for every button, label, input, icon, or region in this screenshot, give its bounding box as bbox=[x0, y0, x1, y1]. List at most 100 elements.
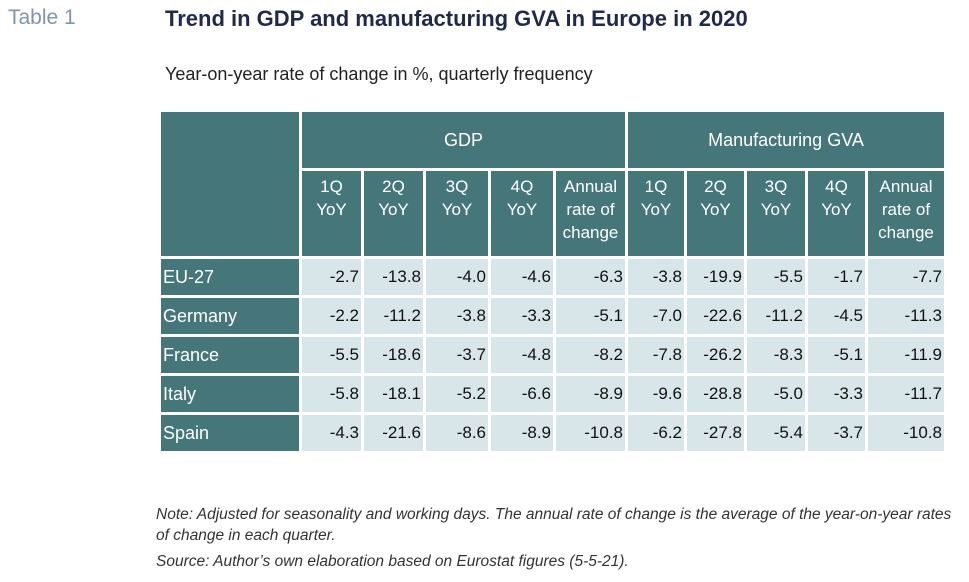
column-header-line: YoY bbox=[760, 200, 792, 219]
column-header-line: 4Q bbox=[510, 177, 534, 196]
source-text: Source: Author’s own elaboration based o… bbox=[156, 553, 629, 570]
table-label: Table 1 bbox=[8, 6, 76, 29]
table-cell: -13.8 bbox=[364, 259, 423, 295]
table-title: Trend in GDP and manufacturing GVA in Eu… bbox=[165, 6, 748, 31]
table-row: Germany -2.2 -11.2 -3.8 -3.3 -5.1 -7.0 -22.6 -11… bbox=[161, 298, 944, 334]
column-header-0: 1Q YoY bbox=[302, 171, 361, 256]
group-header-manufacturing-gva: Manufacturing GVA bbox=[628, 112, 944, 168]
column-header-line: Annual bbox=[879, 177, 933, 196]
table-cell: -19.9 bbox=[687, 259, 744, 295]
table-cell: -7.8 bbox=[628, 337, 684, 373]
table-cell: -22.6 bbox=[687, 298, 744, 334]
column-header-line: YoY bbox=[316, 200, 347, 219]
column-header-3: 4Q YoY bbox=[491, 171, 553, 256]
column-header-line: change bbox=[878, 223, 934, 242]
table-cell: -3.8 bbox=[426, 298, 488, 334]
table-cell: -21.6 bbox=[364, 415, 423, 451]
table-cell: -18.1 bbox=[364, 376, 423, 412]
column-header-9: Annual rate of change bbox=[868, 171, 944, 256]
footnotes: Note: Adjusted for seasonality and worki… bbox=[156, 504, 962, 572]
table-cell: -4.8 bbox=[491, 337, 553, 373]
column-header-line: 2Q bbox=[382, 177, 405, 196]
data-table: GDP Manufacturing GVA 1Q YoY 2Q YoY 3Q YoY 4Q Y… bbox=[158, 109, 947, 454]
table-cell: -11.7 bbox=[868, 376, 944, 412]
table-cell: -3.8 bbox=[628, 259, 684, 295]
column-header-line: YoY bbox=[378, 200, 409, 219]
table-cell: -2.2 bbox=[302, 298, 361, 334]
table-cell: -9.6 bbox=[628, 376, 684, 412]
column-header-line: YoY bbox=[821, 200, 852, 219]
group-header-gdp: GDP bbox=[302, 112, 625, 168]
column-header-line: YoY bbox=[700, 200, 731, 219]
table-cell: -4.3 bbox=[302, 415, 361, 451]
table-cell: -8.9 bbox=[556, 376, 625, 412]
table-cell: -11.3 bbox=[868, 298, 944, 334]
column-header-line: 3Q bbox=[445, 177, 469, 196]
column-header-6: 2Q YoY bbox=[687, 171, 744, 256]
table-cell: -8.9 bbox=[491, 415, 553, 451]
column-header-8: 4Q YoY bbox=[808, 171, 865, 256]
column-header-line: Annual bbox=[564, 177, 617, 196]
column-header-1: 2Q YoY bbox=[364, 171, 423, 256]
table-cell: -10.8 bbox=[556, 415, 625, 451]
table-cell: -8.3 bbox=[747, 337, 805, 373]
column-header-line: rate of bbox=[566, 200, 615, 219]
group-header-row: GDP Manufacturing GVA bbox=[161, 112, 944, 256]
column-header-line: 2Q bbox=[704, 177, 727, 196]
table-cell: -5.8 bbox=[302, 376, 361, 412]
column-header-line: change bbox=[562, 223, 619, 242]
column-header-line: rate of bbox=[881, 200, 931, 219]
column-header-line: 4Q bbox=[825, 177, 848, 196]
table-cell: -27.8 bbox=[687, 415, 744, 451]
table-cell: -5.0 bbox=[747, 376, 805, 412]
column-header-2: 3Q YoY bbox=[426, 171, 488, 256]
column-header-line: YoY bbox=[640, 200, 672, 219]
table-row: Spain -4.3 -21.6 -8.6 -8.9 -10.8 -6.2 -27.8 -5.4… bbox=[161, 415, 944, 451]
note-text: Note: Adjusted for seasonality and worki… bbox=[156, 506, 952, 544]
table-cell: -11.2 bbox=[364, 298, 423, 334]
table-cell: -18.6 bbox=[364, 337, 423, 373]
table-cell: -5.1 bbox=[808, 337, 865, 373]
table-subtitle: Year-on-year rate of change in %, quarte… bbox=[165, 64, 593, 84]
column-header-line: 3Q bbox=[764, 177, 788, 196]
table-cell: -5.5 bbox=[302, 337, 361, 373]
row-label: France bbox=[161, 337, 299, 373]
table-cell: -26.2 bbox=[687, 337, 744, 373]
table-cell: -3.3 bbox=[808, 376, 865, 412]
table-cell: -5.1 bbox=[556, 298, 625, 334]
row-label: Spain bbox=[161, 415, 299, 451]
table-cell: -7.7 bbox=[868, 259, 944, 295]
table-cell: -7.0 bbox=[628, 298, 684, 334]
table-cell: -5.2 bbox=[426, 376, 488, 412]
table-cell: -8.2 bbox=[556, 337, 625, 373]
column-header-7: 3Q YoY bbox=[747, 171, 805, 256]
column-header-line: YoY bbox=[441, 200, 473, 219]
table-body: EU-27 -2.7 -13.8 -4.0 -4.6 -6.3 -3.8 -19.9 -5.5-… bbox=[161, 259, 944, 451]
table-cell: -6.2 bbox=[628, 415, 684, 451]
column-header-row: 1Q YoY 2Q YoY 3Q YoY 4Q YoY Annual rate of change 1… bbox=[161, 171, 944, 256]
table-cell: -6.3 bbox=[556, 259, 625, 295]
table-row: France -5.5 -18.6 -3.7 -4.8 -8.2 -7.8 -26.2 -8.3… bbox=[161, 337, 944, 373]
table-cell: -4.5 bbox=[808, 298, 865, 334]
table-cell: -4.6 bbox=[491, 259, 553, 295]
column-header-4: Annual rate of change bbox=[556, 171, 625, 256]
table-cell: -28.8 bbox=[687, 376, 744, 412]
column-header-line: YoY bbox=[506, 200, 538, 219]
row-label: Italy bbox=[161, 376, 299, 412]
table-cell: -11.2 bbox=[747, 298, 805, 334]
row-label: Germany bbox=[161, 298, 299, 334]
table-cell: -5.5 bbox=[747, 259, 805, 295]
column-header-line: 1Q bbox=[320, 177, 343, 196]
column-header-line: 1Q bbox=[644, 177, 668, 196]
table-cell: -5.4 bbox=[747, 415, 805, 451]
table-cell: -11.9 bbox=[868, 337, 944, 373]
table-cell: -8.6 bbox=[426, 415, 488, 451]
table-cell: -1.7 bbox=[808, 259, 865, 295]
header-corner-cell bbox=[161, 112, 299, 256]
table-row: EU-27 -2.7 -13.8 -4.0 -4.6 -6.3 -3.8 -19.9 -5.5-… bbox=[161, 259, 944, 295]
table-cell: -10.8 bbox=[868, 415, 944, 451]
table-cell: -3.7 bbox=[426, 337, 488, 373]
table-row: Italy -5.8 -18.1 -5.2 -6.6 -8.9 -9.6 -28.8 -5.0-… bbox=[161, 376, 944, 412]
row-label: EU-27 bbox=[161, 259, 299, 295]
table-cell: -3.3 bbox=[491, 298, 553, 334]
